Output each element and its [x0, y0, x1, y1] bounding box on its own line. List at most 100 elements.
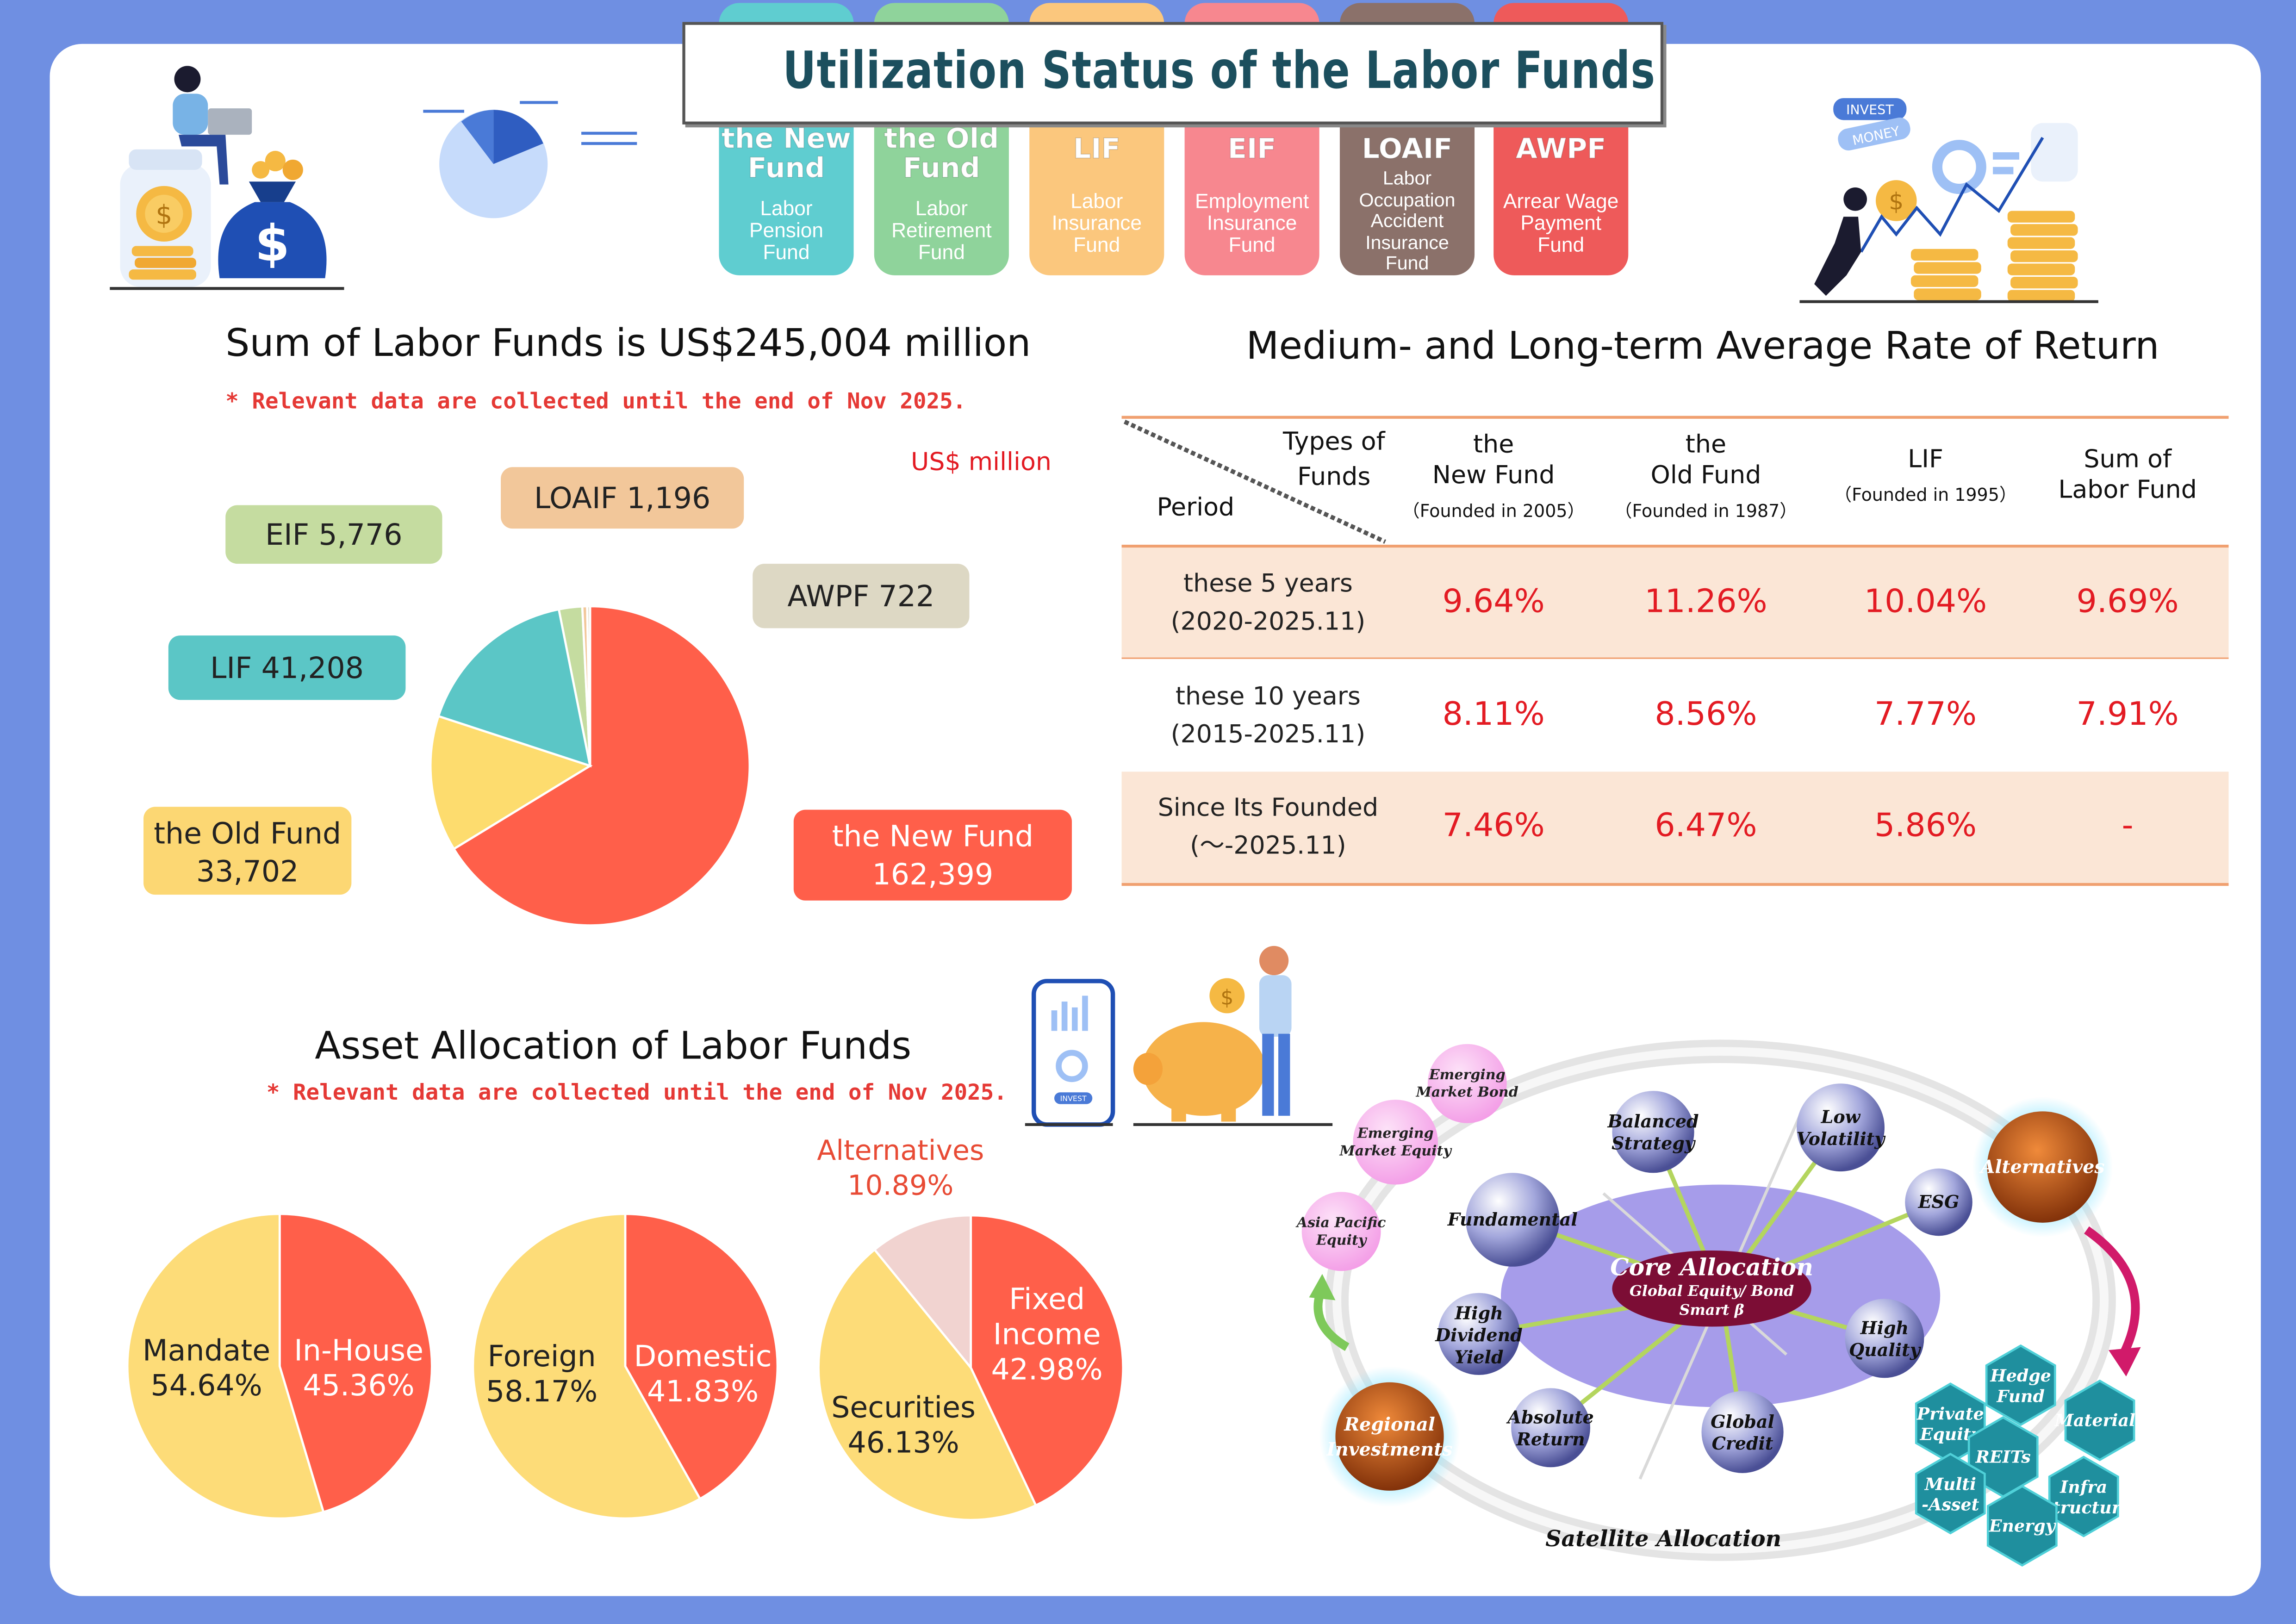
new-fund-value: 162,399 — [872, 856, 994, 892]
hex-label-infrastructure: Infra — [2060, 1477, 2107, 1497]
foreign-value: 58.17% — [486, 1374, 597, 1408]
hex-multi-asset — [1915, 1453, 1986, 1535]
sphere-high-quality — [1845, 1299, 1924, 1378]
svg-text:$: $ — [255, 215, 290, 273]
slice-alternatives — [873, 1214, 972, 1371]
return-value-cell: 6.47% — [1655, 808, 1757, 845]
period-line: (2020-2025.11) — [1170, 608, 1366, 637]
woman-laptop-coins-icon: $ $ — [110, 66, 344, 290]
column-header-line: the — [1685, 430, 1727, 460]
sphere-label-fundamental: Fundamental — [1447, 1209, 1578, 1230]
slice-securities — [817, 1248, 1038, 1521]
corner-period: Period — [1157, 493, 1235, 523]
sphere-label-global-credit: Credit — [1712, 1433, 1773, 1454]
period-cell: Since Its Founded (～-2025.11) — [1122, 789, 1415, 865]
eif-value: 5,776 — [318, 516, 403, 552]
return-value-cell: 7.46% — [1442, 808, 1545, 845]
column-header-line: New Fund — [1432, 461, 1555, 491]
old-fund-label: the Old Fund — [154, 815, 342, 851]
fund-tab-fullname: Labor Pension Fund — [749, 196, 824, 264]
fund-tab-fullname: Labor Insurance Fund — [1052, 189, 1142, 256]
fund-tab-abbr: LIF — [1073, 133, 1121, 166]
sphere-low-volatility — [1797, 1083, 1885, 1172]
alternatives-value: 10.89% — [847, 1170, 954, 1202]
new-fund-label: the New Fund — [832, 818, 1034, 854]
slice-mandate — [126, 1213, 325, 1520]
return-value-cell: 9.64% — [1442, 584, 1545, 621]
column-founded-note: （Founded in 1987） — [1614, 501, 1798, 522]
region-emerging-market-equity — [1353, 1100, 1438, 1185]
sphere-label-global-credit: Global — [1711, 1411, 1774, 1432]
core-allocation-sub1: Global Equity/ Bond — [1630, 1282, 1794, 1300]
regional-label-line1: Regional — [1344, 1414, 1435, 1435]
domestic-label: Domestic — [634, 1339, 772, 1373]
phone-piggy-bank-icon: INVEST $ — [1025, 946, 1333, 1127]
hex-label-multi-asset: -Asset — [1922, 1495, 1979, 1515]
table-top-rule — [1121, 416, 2229, 419]
table-row: Since Its Founded (～-2025.11) 7.46% 6.47% 5.… — [1121, 772, 2229, 883]
table-row: these 10 years (2015-2025.11) 8.11% 8.56% 7.… — [1121, 660, 2229, 772]
region-label-emerging-market-bond: Emerging — [1429, 1067, 1506, 1083]
column-header-line: the — [1473, 430, 1514, 460]
mandate-value: 54.64% — [150, 1368, 262, 1402]
sphere-label-absolute-return: Return — [1516, 1429, 1585, 1450]
alternatives-label: Alternatives — [817, 1135, 984, 1167]
region-label-emerging-market-bond: Market Bond — [1416, 1084, 1518, 1101]
period-cell: these 5 years (2020-2025.11) — [1122, 565, 1415, 641]
sphere-absolute-return — [1511, 1388, 1590, 1468]
column-header-line: Sum of — [2084, 445, 2172, 475]
column-header-line: LIF — [1908, 445, 1943, 475]
period-cell: these 10 years (2015-2025.11) — [1122, 678, 1415, 754]
returns-heading: Medium- and Long-term Average Rate of Re… — [1246, 325, 2159, 369]
column-header: LIF （Founded in 1995） — [1823, 445, 2028, 507]
sphere-label-low-volatility: Low — [1821, 1107, 1861, 1127]
old-fund-value: 33,702 — [196, 853, 299, 889]
period-line: these 10 years — [1175, 682, 1361, 712]
column-header: the Old Fund （Founded in 1987） — [1596, 430, 1816, 523]
sphere-label-high-dividend: Dividend — [1435, 1325, 1523, 1345]
slice-lif — [437, 608, 592, 768]
sphere-label-high-quality: High — [1860, 1317, 1909, 1338]
slice-fixed-income — [970, 1214, 1125, 1507]
securities-value: 46.13% — [848, 1425, 959, 1460]
invest-text: INVEST — [1846, 102, 1894, 118]
regional-label-line2: Investments — [1326, 1439, 1452, 1460]
sphere-label-low-volatility: Volatility — [1797, 1128, 1886, 1149]
fund-tab-abbr: LOAIF — [1362, 133, 1453, 166]
period-line: (2015-2025.11) — [1170, 720, 1366, 750]
foreign-label: Foreign — [488, 1339, 596, 1373]
awpf-label: AWPF — [787, 578, 870, 614]
slice-in-house — [278, 1213, 433, 1514]
fund-tab-abbr: the Old Fund — [884, 123, 999, 185]
fixed-income-label-line2: Income — [993, 1317, 1101, 1351]
column-header: the New Fund （Founded in 2005） — [1391, 430, 1596, 523]
sphere-label-high-dividend: Yield — [1455, 1347, 1504, 1368]
return-value-cell: 8.56% — [1655, 697, 1757, 734]
pie-chart-icon — [423, 101, 637, 218]
return-value-cell: 7.91% — [2076, 697, 2179, 734]
core-allocation-sub2: Smart β — [1680, 1301, 1744, 1319]
slice-new-fund — [452, 605, 751, 927]
svg-text:$: $ — [156, 200, 172, 230]
column-founded-note: （Founded in 2005） — [1402, 501, 1585, 522]
return-value-cell: 10.04% — [1864, 584, 1987, 621]
return-value-cell: 8.11% — [1442, 697, 1545, 734]
region-asia-pacific-equity — [1301, 1192, 1381, 1271]
unit-label: US$ million — [910, 448, 1052, 478]
table-row-rule — [1121, 657, 2229, 659]
in-house-label: In-House — [294, 1333, 423, 1367]
awpf-value: 722 — [878, 578, 935, 614]
sphere-label-absolute-return: Absolute — [1506, 1406, 1593, 1427]
fund-tab-fullname: Labor Retirement Fund — [891, 196, 992, 264]
sphere-label-high-quality: Quality — [1849, 1339, 1922, 1360]
hex-label-hedge-fund: Fund — [1996, 1386, 2045, 1406]
hex-materials — [2064, 1379, 2135, 1462]
region-label-asia-pacific-equity: Asia Pacific — [1295, 1214, 1386, 1231]
region-emerging-market-bond — [1427, 1044, 1507, 1123]
sphere-label-balanced: Strategy — [1612, 1133, 1696, 1154]
corner-diagonal — [1123, 419, 1387, 544]
lif-label: LIF — [210, 650, 252, 685]
